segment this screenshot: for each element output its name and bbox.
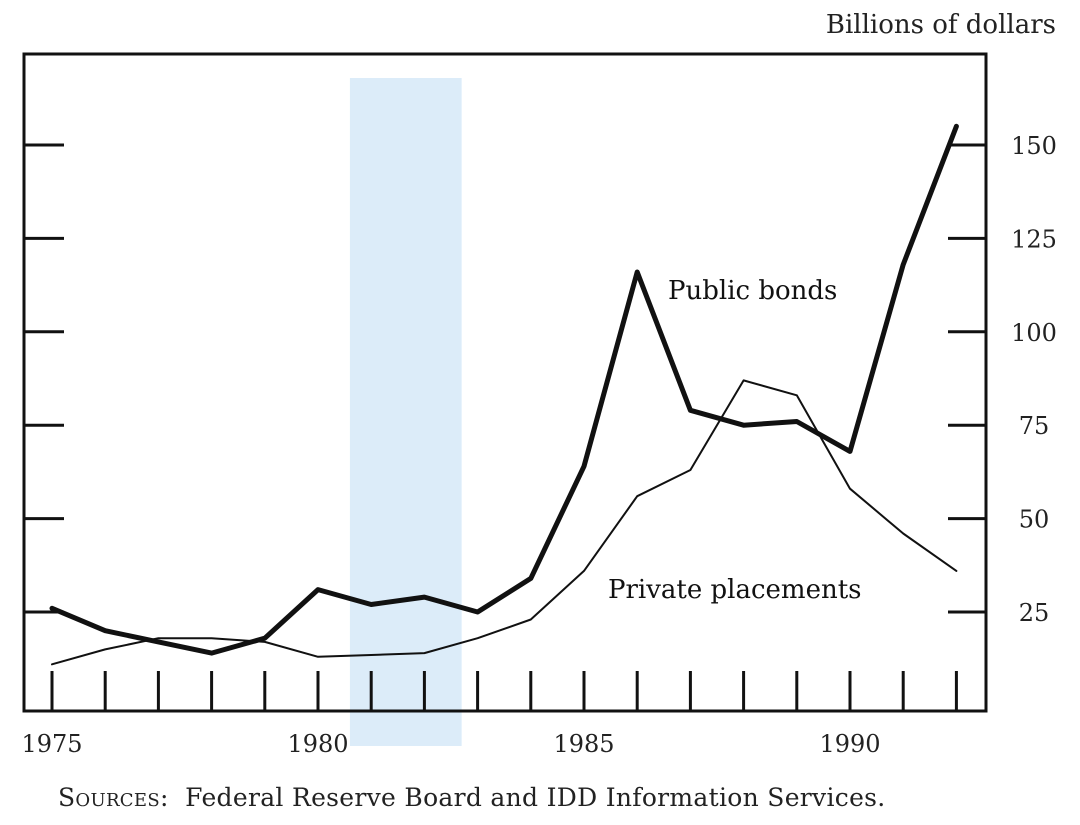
sources-text: Federal Reserve Board and IDD Informatio… [185,783,886,812]
y-axis-tick-labels: 25 50 75 100 125 150 [1011,132,1057,627]
y-axis-ticks [24,143,986,614]
x-tick-label: 1975 [21,730,82,758]
shaded-period [349,78,462,746]
public-bonds-line [49,123,959,656]
y-tick-label: 100 [1011,319,1057,347]
y-tick-label: 25 [1019,599,1050,627]
x-tick-label: 1980 [287,730,348,758]
y-tick-label: 50 [1019,506,1050,534]
y-tick-label: 150 [1011,132,1057,160]
y-tick-label: 125 [1011,225,1057,253]
private-placements-label: Private placements [608,575,862,605]
series-lines [49,123,959,666]
plot-frame [22,52,988,713]
line-chart: 1975 1980 1985 1990 25 50 75 100 125 150 Billion… [21,10,1057,758]
x-axis-tick-labels: 1975 1980 1985 1990 [21,730,880,758]
sources-note: Sources: Federal Reserve Board and IDD I… [58,783,886,812]
private-placements-line [51,379,958,666]
y-axis-unit-label: Billions of dollars [826,10,1056,40]
x-tick-label: 1985 [553,730,614,758]
x-minor-ticks [50,671,958,711]
sources-label: Sources: [58,783,169,812]
y-tick-label: 75 [1019,412,1050,440]
public-bonds-label: Public bonds [668,276,837,306]
x-tick-label: 1990 [819,730,880,758]
